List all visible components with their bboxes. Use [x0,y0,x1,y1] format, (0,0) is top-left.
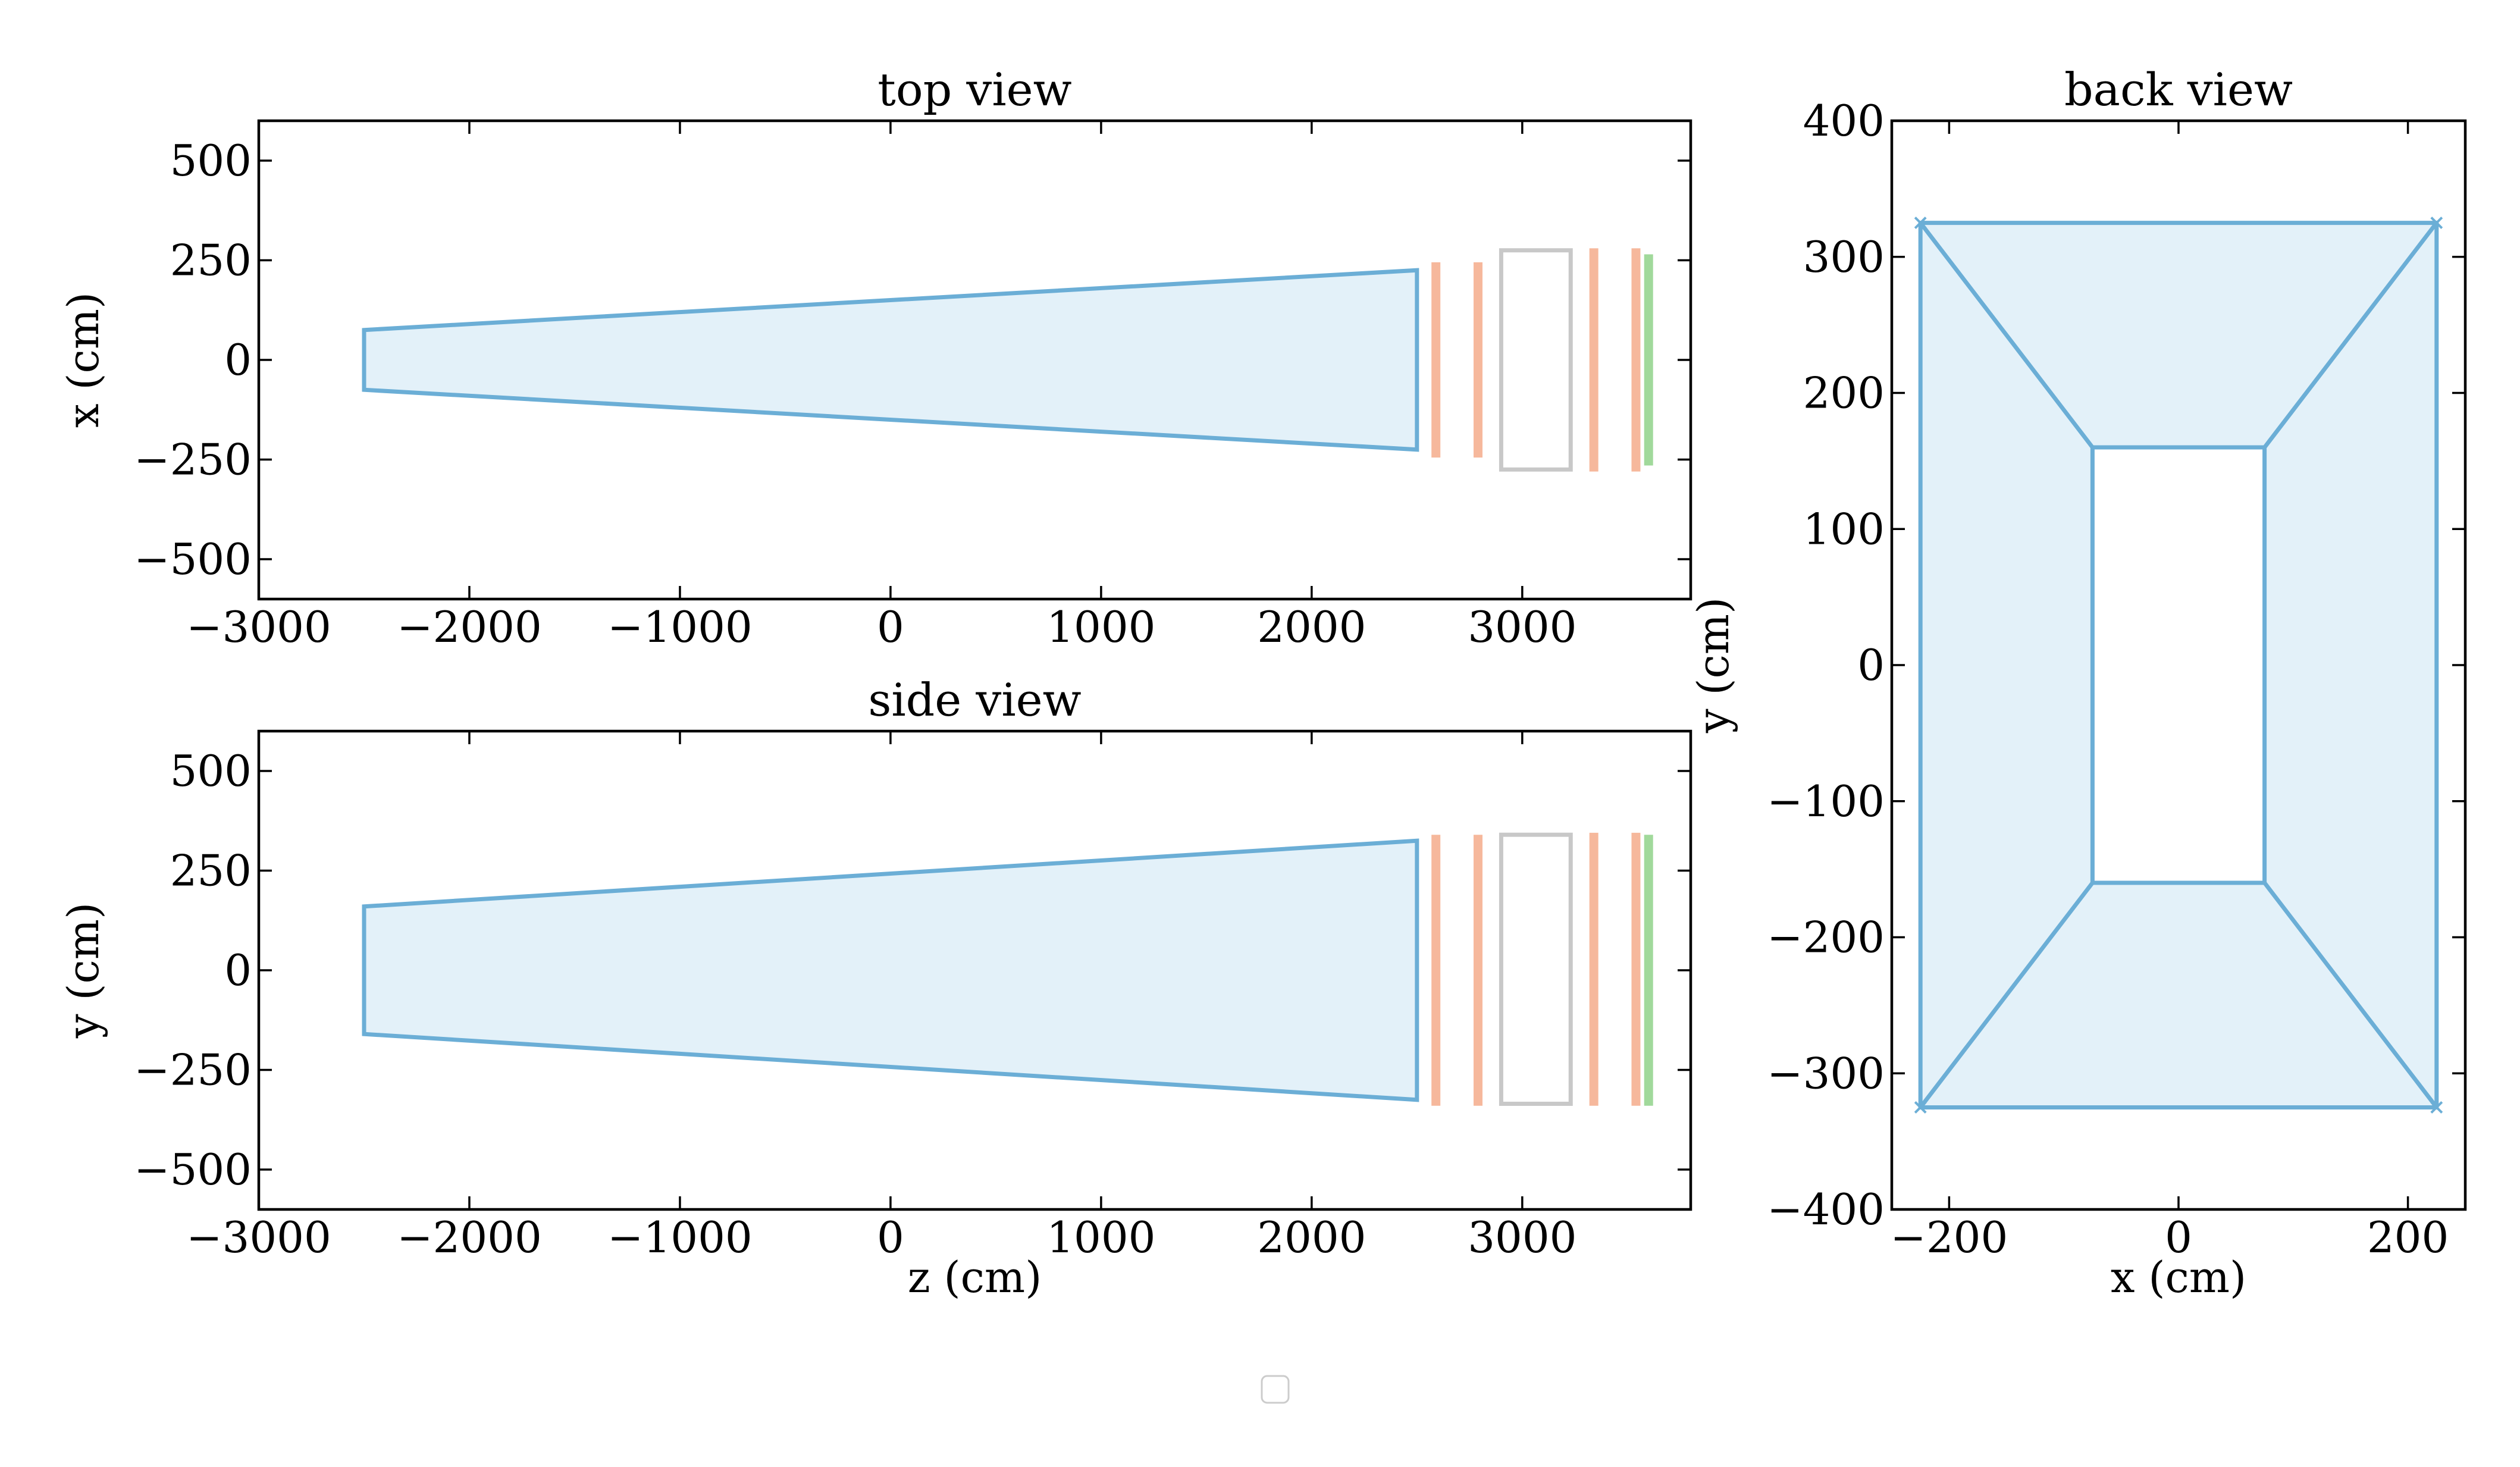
side-ytick-label: 250 [170,846,252,896]
back-ytick-label: 200 [1803,368,1885,418]
side-ylabel: y (cm) [58,902,108,1039]
back-corner-edge-1 [2262,221,2438,449]
top-xtick-label: 1000 [1046,602,1155,652]
top-beam-envelope [362,268,1419,452]
side-xtick-label: 2000 [1257,1212,1366,1262]
side-view-axes: −3000 −2000 −1000 0 1000 2000 3000 −500 −250 0 250… [58,673,1692,1302]
side-beam-envelope [362,838,1419,1102]
back-corner-marker-1 [2430,217,2443,229]
back-ytick-label: −200 [1767,913,1885,963]
back-corner-edge-2 [2262,881,2438,1109]
top-xtick-label: −2000 [397,602,542,652]
back-xtick-label: −200 [1891,1212,2008,1262]
side-xtick-label: 1000 [1046,1212,1155,1262]
back-inner-edge [2090,445,2267,885]
side-gray-box [1499,832,1573,1106]
side-xtick-label: 0 [877,1212,904,1262]
back-xlabel: x (cm) [2111,1252,2246,1302]
back-view-axes: −200 0 200 −400 −300 −200 −100 0 100 200 300 400 bac… [1688,63,2467,1302]
top-xtick-label: 3000 [1468,602,1576,652]
back-title: back view [2064,63,2293,116]
top-xtick-label: −3000 [186,602,331,652]
side-xlabel: z (cm) [908,1252,1042,1302]
back-xtick-label: 0 [2165,1212,2192,1262]
side-ytick-label: 500 [170,746,252,796]
back-corner-edge-0 [1919,221,2095,449]
back-corner-marker-0 [1914,217,1927,229]
back-ytick-label: −300 [1767,1048,1885,1098]
side-xtick-label: −1000 [607,1212,753,1262]
side-ytick-label: −500 [134,1145,252,1195]
back-xtick-label: 200 [2367,1212,2449,1262]
top-ytick-label: −250 [134,435,252,485]
back-ytick-label: 0 [1857,640,1885,690]
back-ytick-label: −400 [1767,1184,1885,1234]
back-ytick-label: 400 [1803,96,1885,146]
back-corner-edge-3 [1919,881,2095,1109]
side-ytick-label: −250 [134,1045,252,1095]
back-corner-marker-3 [1914,1101,1927,1114]
side-xtick-label: −2000 [397,1212,542,1262]
top-xtick-label: −1000 [607,602,753,652]
side-xtick-label: −3000 [186,1212,331,1262]
back-ytick-label: 300 [1803,232,1885,282]
side-xtick-label: 3000 [1468,1212,1576,1262]
back-envelope-fill [1920,222,2437,1108]
side-ytick-label: 0 [224,945,252,995]
empty-legend-box [1261,1375,1290,1404]
top-xtick-label: 2000 [1257,602,1366,652]
back-ylabel: y (cm) [1688,597,1738,734]
top-ylabel: x (cm) [58,292,108,428]
top-gray-box [1499,248,1573,472]
back-ytick-label: −100 [1767,776,1885,826]
top-ytick-label: 500 [170,136,252,186]
side-title: side view [868,673,1081,726]
back-ytick-label: 100 [1803,504,1885,554]
top-ytick-label: −500 [134,534,252,584]
top-ytick-label: 0 [224,335,252,385]
top-ytick-label: 250 [170,236,252,286]
top-view-axes: −3000 −2000 −1000 0 1000 2000 3000 −500 −250 0 250… [58,63,1692,652]
back-corner-marker-2 [2430,1101,2443,1114]
top-xtick-label: 0 [877,602,904,652]
top-title: top view [877,63,1071,116]
